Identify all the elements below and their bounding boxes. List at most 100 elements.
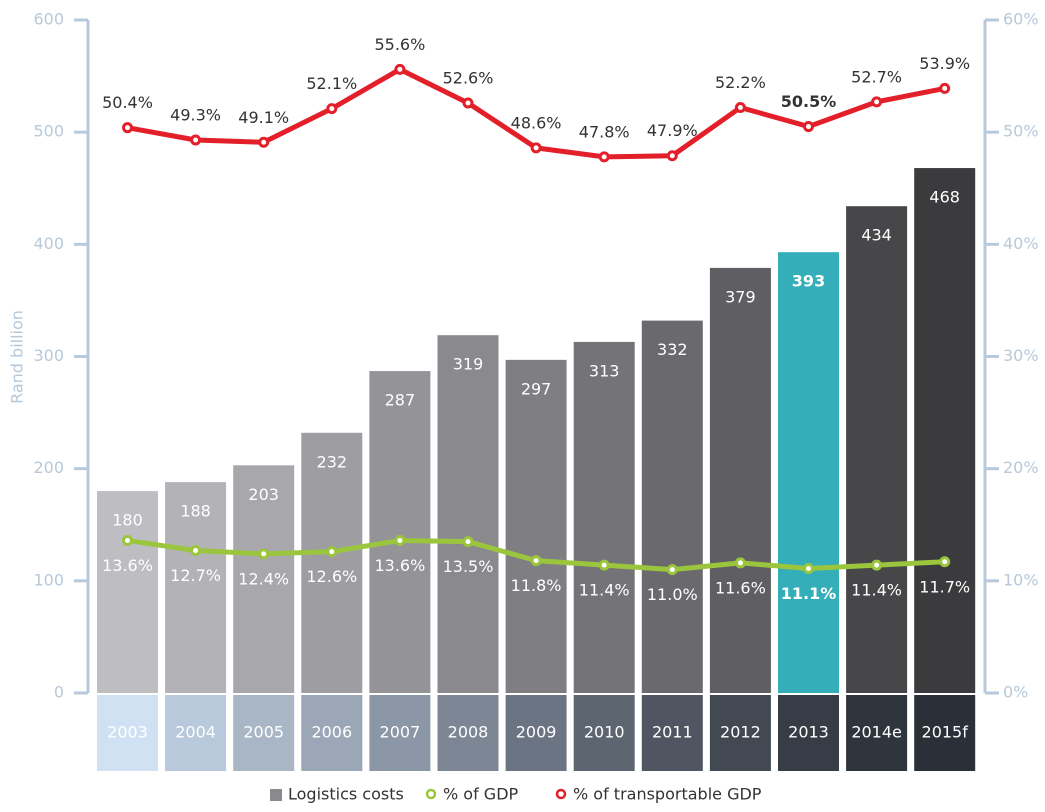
category-box — [641, 695, 703, 771]
x-tick-label: 2014e — [851, 723, 902, 742]
marker — [871, 96, 883, 108]
y2-tick-label: 10% — [1003, 570, 1039, 589]
legend-marker — [555, 788, 567, 800]
marker — [190, 545, 202, 557]
line-label: 48.6% — [511, 113, 562, 132]
y2-tick-label: 40% — [1003, 234, 1039, 253]
line-label: 11.0% — [647, 585, 698, 604]
bar — [233, 465, 295, 693]
legend-label: % of GDP — [443, 785, 519, 804]
y2-tick-label: 50% — [1003, 122, 1039, 141]
bar — [437, 335, 499, 693]
line-label: 53.9% — [919, 54, 970, 73]
line-label: 52.1% — [306, 74, 357, 93]
marker — [939, 82, 951, 94]
marker — [666, 564, 678, 576]
y2-tick-label: 30% — [1003, 346, 1039, 365]
line-label: 47.9% — [647, 121, 698, 140]
bar — [301, 432, 363, 693]
y2-tick-label: 60% — [1003, 10, 1039, 29]
line-label: 12.7% — [170, 566, 221, 585]
line-label: 12.6% — [306, 567, 357, 586]
category-box — [914, 695, 976, 771]
bar — [846, 206, 908, 694]
line-label: 11.8% — [511, 576, 562, 595]
x-tick-label: 2009 — [516, 723, 557, 742]
bar — [778, 252, 839, 693]
marker — [598, 559, 610, 571]
x-tick-label: 2006 — [311, 723, 352, 742]
marker — [394, 63, 406, 75]
x-tick-label: 2011 — [652, 723, 693, 742]
marker — [394, 534, 406, 546]
line-label: 11.4% — [851, 581, 902, 600]
category-box — [573, 695, 635, 771]
line-label: 49.1% — [238, 108, 289, 127]
marker — [462, 97, 474, 109]
x-tick-label: 2012 — [720, 723, 761, 742]
marker — [530, 555, 542, 567]
bar — [641, 320, 703, 693]
marker — [803, 121, 814, 133]
line-label: 11.4% — [579, 581, 630, 600]
y2-tick-label: 20% — [1003, 458, 1039, 477]
bar-label: 232 — [317, 452, 348, 471]
line-label: 52.7% — [851, 67, 902, 86]
line-label: 11.7% — [919, 577, 970, 596]
marker — [598, 151, 610, 163]
legend-marker — [425, 788, 437, 800]
category-box — [301, 695, 363, 771]
x-tick-label: 2013 — [788, 723, 829, 742]
bar-label: 434 — [861, 226, 892, 245]
category-box — [778, 695, 839, 771]
bar-label: 393 — [792, 272, 825, 291]
line-label: 52.6% — [443, 69, 494, 88]
bar-label: 319 — [453, 355, 484, 374]
y-tick-label: 0 — [54, 683, 64, 702]
bar-label: 287 — [385, 391, 416, 410]
line-label: 50.4% — [102, 93, 153, 112]
x-tick-label: 2005 — [243, 723, 284, 742]
marker — [190, 134, 202, 146]
x-tick-label: 2003 — [107, 723, 148, 742]
marker — [803, 562, 814, 574]
category-box — [369, 695, 431, 771]
y-tick-label: 500 — [33, 122, 64, 141]
bar — [914, 168, 976, 693]
x-tick-label: 2015f — [922, 723, 969, 742]
line-label: 11.1% — [781, 584, 837, 603]
line-label: 11.6% — [715, 578, 766, 597]
y-axis-label: Rand billion — [8, 310, 27, 404]
bar-label: 180 — [112, 511, 143, 530]
bar-label: 313 — [589, 361, 620, 380]
bar — [165, 482, 227, 693]
marker — [734, 557, 746, 569]
category-box — [165, 695, 227, 771]
marker — [122, 534, 133, 546]
line-label: 13.6% — [102, 556, 153, 575]
y-tick-label: 600 — [33, 10, 64, 29]
y-tick-label: 300 — [33, 346, 64, 365]
marker — [258, 136, 270, 148]
legend-swatch — [270, 789, 282, 801]
line-label: 13.5% — [443, 557, 494, 576]
marker — [258, 548, 270, 560]
line-label: 52.2% — [715, 73, 766, 92]
bar-label: 188 — [180, 502, 211, 521]
bar-label: 332 — [657, 340, 688, 359]
category-box — [233, 695, 295, 771]
bar-label: 297 — [521, 379, 552, 398]
category-box — [505, 695, 567, 771]
bar — [97, 491, 158, 693]
x-tick-label: 2007 — [380, 723, 421, 742]
category-box — [709, 695, 771, 771]
line-label: 47.8% — [579, 122, 630, 141]
marker — [122, 122, 133, 134]
bar-label: 379 — [725, 287, 756, 306]
y-tick-label: 400 — [33, 234, 64, 253]
x-tick-label: 2010 — [584, 723, 625, 742]
marker — [871, 559, 883, 571]
marker — [462, 536, 474, 548]
marker — [530, 142, 542, 154]
